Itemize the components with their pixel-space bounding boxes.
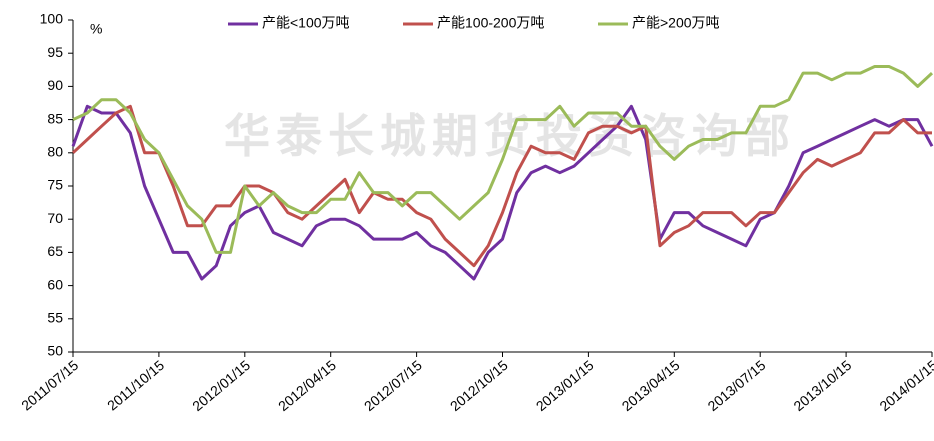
y-tick-label: 80	[47, 144, 63, 160]
y-tick-label: 90	[47, 77, 63, 93]
x-tick-label: 2012/01/15	[189, 357, 253, 414]
y-tick-label: 75	[47, 177, 63, 193]
unit-label: %	[90, 21, 102, 37]
legend-label: 产能100-200万吨	[437, 15, 544, 31]
y-tick-label: 95	[47, 44, 63, 60]
x-tick-label: 2012/07/15	[361, 357, 425, 414]
y-tick-label: 60	[47, 276, 63, 292]
line-series	[71, 104, 932, 268]
x-tick-label: 2013/10/15	[790, 357, 854, 414]
x-tick-label: 2011/10/15	[104, 357, 167, 414]
x-tick-label: 2013/04/15	[619, 357, 683, 414]
legend-label: 产能<100万吨	[262, 15, 350, 31]
y-tick-label: 70	[47, 210, 63, 226]
legend-label: 产能>200万吨	[632, 15, 720, 31]
x-tick-label: 2013/07/15	[705, 357, 769, 414]
y-tick-label: 100	[40, 11, 64, 27]
x-tick-label: 2014/01/15	[876, 357, 934, 414]
watermark: 华泰长城期货投资咨询部	[224, 110, 796, 162]
line-series	[72, 65, 934, 254]
y-tick-label: 50	[47, 343, 63, 359]
x-tick-label: 2012/10/15	[447, 357, 511, 414]
y-tick-label: 65	[47, 243, 63, 259]
line-series	[71, 104, 934, 281]
x-tick-label: 2011/07/15	[18, 357, 81, 414]
y-tick-label: 55	[47, 310, 63, 326]
y-tick-label: 85	[47, 110, 63, 126]
x-tick-label: 2013/01/15	[533, 357, 597, 414]
x-tick-label: 2012/04/15	[275, 357, 339, 414]
